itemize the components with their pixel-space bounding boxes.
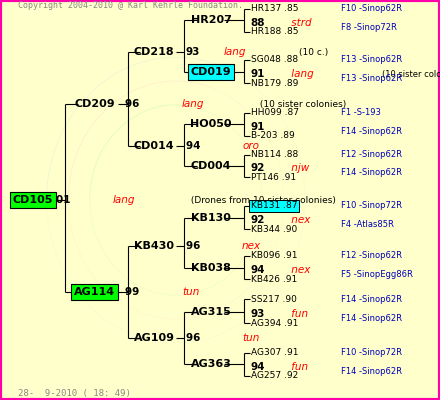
Text: F5 -SinopEgg86R: F5 -SinopEgg86R: [341, 270, 413, 279]
Text: fun: fun: [289, 362, 308, 372]
Text: KB426 .91: KB426 .91: [251, 275, 297, 284]
Text: CD218: CD218: [134, 47, 174, 57]
Text: AG394 .91: AG394 .91: [251, 319, 298, 328]
Text: (10 sister colonies): (10 sister colonies): [257, 100, 346, 108]
Text: F12 -Sinop62R: F12 -Sinop62R: [341, 252, 402, 260]
Text: 99: 99: [125, 287, 143, 297]
Text: 28-  9-2010 ( 18: 49): 28- 9-2010 ( 18: 49): [18, 389, 131, 398]
Text: lang: lang: [182, 99, 204, 109]
Text: F10 -Sinop72R: F10 -Sinop72R: [341, 348, 402, 357]
Text: F14 -Sinop62R: F14 -Sinop62R: [341, 367, 402, 376]
Text: F14 -Sinop62R: F14 -Sinop62R: [341, 314, 402, 323]
Text: (10 c.): (10 c.): [298, 48, 328, 56]
Text: lang: lang: [289, 70, 314, 80]
Text: PT146 .91: PT146 .91: [251, 173, 296, 182]
Text: F12 -Sinop62R: F12 -Sinop62R: [341, 150, 402, 159]
Text: F13 -Sinop62R: F13 -Sinop62R: [341, 56, 402, 64]
Text: CD105: CD105: [13, 195, 53, 205]
Text: AG114: AG114: [74, 287, 115, 297]
Text: nex: nex: [289, 215, 311, 226]
Text: KB344 .90: KB344 .90: [251, 225, 297, 234]
Text: NB114 .88: NB114 .88: [251, 150, 298, 159]
Text: oro: oro: [242, 141, 259, 151]
Text: 92: 92: [251, 215, 265, 226]
Text: CD014: CD014: [134, 141, 174, 151]
Text: Copyright 2004-2010 @ Karl Kehrle Foundation.: Copyright 2004-2010 @ Karl Kehrle Founda…: [18, 1, 242, 10]
Text: 96: 96: [186, 333, 204, 343]
Text: KB130: KB130: [191, 213, 231, 223]
Text: AG307 .91: AG307 .91: [251, 348, 298, 357]
Text: SG048 .88: SG048 .88: [251, 56, 298, 64]
Text: KB096 .91: KB096 .91: [251, 252, 297, 260]
Text: HH099 .87: HH099 .87: [251, 108, 299, 117]
Text: F8 -Sinop72R: F8 -Sinop72R: [341, 23, 397, 32]
Text: F10 -Sinop62R: F10 -Sinop62R: [341, 4, 402, 13]
Text: lang: lang: [113, 195, 135, 205]
Text: HR137 .85: HR137 .85: [251, 4, 298, 13]
Text: 93: 93: [251, 310, 265, 319]
Text: fun: fun: [289, 310, 308, 319]
Text: AG109: AG109: [133, 333, 175, 343]
Text: tun: tun: [182, 287, 199, 297]
Text: 94: 94: [186, 141, 204, 151]
Text: F1 -S-193: F1 -S-193: [341, 108, 381, 117]
Text: NB179 .89: NB179 .89: [251, 79, 298, 88]
Text: 94: 94: [251, 266, 265, 275]
Text: AG315: AG315: [191, 307, 231, 317]
Text: 96: 96: [186, 241, 204, 251]
Text: nex: nex: [289, 266, 311, 275]
Text: 92: 92: [251, 163, 265, 174]
Text: F14 -Sinop62R: F14 -Sinop62R: [341, 127, 402, 136]
Text: F4 -Atlas85R: F4 -Atlas85R: [341, 220, 394, 229]
Text: AG257 .92: AG257 .92: [251, 372, 298, 380]
Text: CD019: CD019: [191, 67, 231, 77]
Text: nex: nex: [242, 241, 261, 251]
Text: KB038: KB038: [191, 263, 231, 273]
Text: HR188 .85: HR188 .85: [251, 28, 298, 36]
Text: lang: lang: [223, 47, 246, 57]
Text: SS217 .90: SS217 .90: [251, 295, 297, 304]
Text: 88: 88: [251, 18, 265, 28]
Text: CD209: CD209: [74, 99, 115, 109]
Text: HR207: HR207: [191, 15, 231, 25]
Text: 01: 01: [56, 195, 74, 205]
Text: AG363: AG363: [191, 359, 231, 369]
Text: KB131 .87: KB131 .87: [251, 202, 297, 210]
Text: 96: 96: [125, 99, 143, 109]
Text: (10 sister colonies): (10 sister colonies): [382, 70, 440, 79]
Text: HO050: HO050: [191, 119, 232, 129]
Text: tun: tun: [242, 333, 260, 343]
Text: F14 -Sinop62R: F14 -Sinop62R: [341, 295, 402, 304]
Text: strd: strd: [289, 18, 312, 28]
Text: 91: 91: [251, 70, 265, 80]
Text: njw: njw: [289, 163, 310, 174]
Text: (Drones from 10 sister colonies): (Drones from 10 sister colonies): [188, 196, 336, 204]
Text: CD004: CD004: [191, 161, 231, 171]
Text: 94: 94: [251, 362, 265, 372]
Text: F10 -Sinop72R: F10 -Sinop72R: [341, 202, 402, 210]
Text: F13 -Sinop62R: F13 -Sinop62R: [341, 74, 402, 83]
Text: 91: 91: [251, 122, 265, 132]
Text: F14 -Sinop62R: F14 -Sinop62R: [341, 168, 402, 177]
Text: B-203 .89: B-203 .89: [251, 132, 294, 140]
Text: KB430: KB430: [134, 241, 174, 251]
Text: 93: 93: [186, 47, 200, 57]
